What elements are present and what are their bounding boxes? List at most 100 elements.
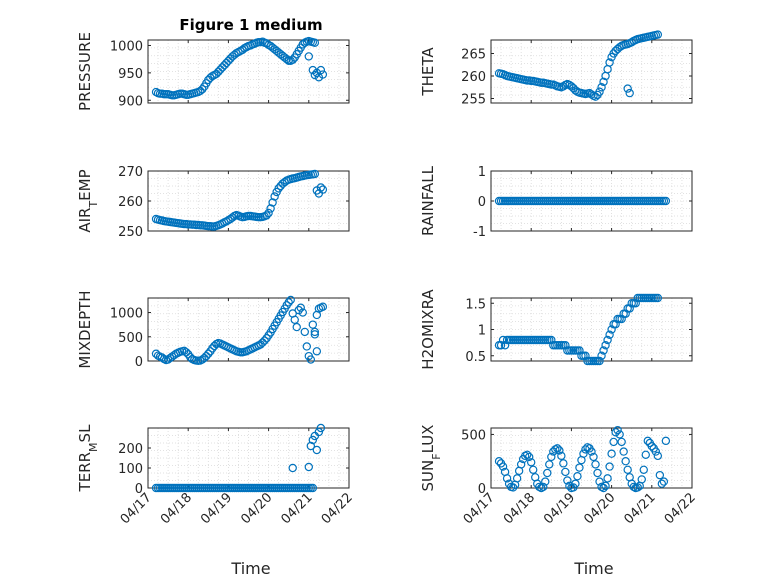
subplot-air-temp: 250 260 270 AIRTEMP xyxy=(76,165,350,240)
data-point xyxy=(613,425,622,435)
data-point xyxy=(607,449,616,458)
data-point xyxy=(316,423,326,433)
data-point xyxy=(623,84,632,93)
data-point xyxy=(625,88,634,98)
figure-title: Figure 1 medium xyxy=(179,16,322,34)
data-point xyxy=(557,451,566,461)
data-point xyxy=(611,428,620,437)
y-tick-label: 255 xyxy=(461,93,486,108)
data-point xyxy=(621,309,630,318)
data-point xyxy=(609,437,618,447)
data-point xyxy=(587,447,596,456)
subplot-theta: 255 260 265 THETA xyxy=(419,30,693,108)
data-series xyxy=(494,30,663,101)
data-point xyxy=(595,87,604,96)
x-axis-label-right: Time xyxy=(573,559,613,578)
y-axis-label: THETA xyxy=(419,47,437,97)
data-point xyxy=(312,347,322,356)
data-point xyxy=(316,183,326,192)
data-series xyxy=(151,169,328,231)
data-point xyxy=(524,452,534,462)
subplot-pressure: 900 950 1000 PRESSURE xyxy=(76,32,350,111)
data-point xyxy=(310,169,320,179)
data-series xyxy=(494,196,671,206)
data-point xyxy=(300,327,309,337)
data-point xyxy=(653,293,663,303)
y-axis-label: RAINFALL xyxy=(419,165,437,236)
data-point xyxy=(302,342,311,351)
y-tick-label: 500 xyxy=(118,331,143,346)
data-point xyxy=(260,336,269,345)
data-point xyxy=(545,460,554,469)
data-point xyxy=(571,479,580,488)
data-point xyxy=(587,90,596,99)
data-point xyxy=(318,70,328,79)
data-point xyxy=(539,482,548,492)
y-tick-label: 0 xyxy=(135,482,143,497)
data-point xyxy=(498,335,508,345)
data-point xyxy=(268,198,277,207)
data-point xyxy=(601,481,610,491)
data-point xyxy=(581,351,590,360)
data-point xyxy=(288,55,297,64)
y-tick-label: 100 xyxy=(118,462,143,477)
data-point xyxy=(605,58,614,67)
data-point xyxy=(641,450,650,459)
y-tick-label: 260 xyxy=(118,195,143,210)
data-point xyxy=(496,341,506,350)
data-point xyxy=(204,349,213,358)
data-series xyxy=(151,295,328,365)
data-point xyxy=(603,335,612,345)
data-point xyxy=(597,351,606,360)
y-tick-label: 1 xyxy=(478,165,486,180)
data-point xyxy=(262,211,271,220)
data-point xyxy=(593,468,602,478)
data-point xyxy=(541,477,550,486)
data-point xyxy=(202,351,211,361)
data-point xyxy=(603,474,612,483)
y-tick-label: 1000 xyxy=(110,39,143,54)
axes-box xyxy=(147,297,350,362)
data-point xyxy=(559,82,568,91)
y-tick-label: 900 xyxy=(118,94,143,109)
y-tick-label: 200 xyxy=(118,442,143,457)
x-axis-label-left: Time xyxy=(230,559,270,578)
data-point xyxy=(284,298,293,307)
data-point xyxy=(619,447,628,456)
data-point xyxy=(605,330,614,339)
y-tick-label: 0 xyxy=(478,195,486,210)
axes-box xyxy=(147,39,350,104)
data-point xyxy=(599,77,608,87)
y-tick-label: 270 xyxy=(118,165,143,180)
data-point xyxy=(595,477,604,486)
data-point xyxy=(575,463,584,472)
data-point xyxy=(310,70,320,80)
data-point xyxy=(639,465,648,474)
data-point xyxy=(314,427,324,437)
data-point xyxy=(516,460,526,469)
data-point xyxy=(529,465,538,474)
data-point xyxy=(312,445,322,455)
data-point xyxy=(318,302,328,311)
data-point xyxy=(310,330,320,339)
data-point xyxy=(605,462,614,471)
data-point xyxy=(559,459,568,468)
data-point xyxy=(631,299,640,308)
data-point xyxy=(643,436,652,446)
y-axis-label: TERRMSL xyxy=(76,424,100,493)
data-point xyxy=(563,476,572,485)
data-point xyxy=(573,472,582,481)
y-tick-label: 0 xyxy=(478,482,486,497)
data-point xyxy=(633,483,642,492)
data-series xyxy=(494,425,671,493)
data-point xyxy=(284,56,293,66)
data-series xyxy=(151,423,326,493)
data-point xyxy=(625,304,634,313)
data-point xyxy=(591,460,600,469)
data-point xyxy=(288,463,297,473)
y-tick-label: 0 xyxy=(135,355,143,370)
data-point xyxy=(575,346,584,355)
data-point xyxy=(298,308,307,317)
y-tick-label: 1.5 xyxy=(465,297,486,312)
